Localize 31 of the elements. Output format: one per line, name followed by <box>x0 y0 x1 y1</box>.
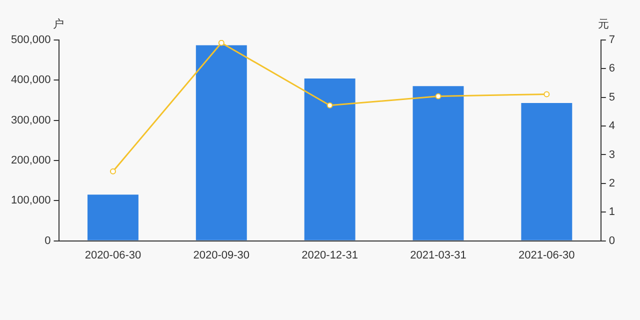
y2-tick-label: 1 <box>608 206 616 218</box>
y2-tick-label: 7 <box>608 34 616 46</box>
y2-tick-label: 0 <box>608 234 616 247</box>
y2-tick-label: 3 <box>608 148 616 161</box>
bar <box>521 103 572 240</box>
point <box>544 91 550 98</box>
y-tick-label: 200,000 <box>10 154 51 167</box>
y-tick-label: 0 <box>44 234 51 247</box>
bar <box>87 194 138 240</box>
point <box>326 102 333 108</box>
x-tick-label: 2021-03-31 <box>410 249 466 262</box>
y2-tick-label: 6 <box>608 62 616 75</box>
bar <box>304 78 356 240</box>
y-tick-label: 100,000 <box>10 194 51 207</box>
bar <box>196 45 247 240</box>
point <box>435 93 442 100</box>
y2-tick-label: 4 <box>608 120 616 132</box>
y-tick-label: 500,000 <box>10 34 51 46</box>
point <box>218 40 224 46</box>
y-axis-title: 户 <box>52 17 64 30</box>
y2-tick-label: 2 <box>608 177 616 190</box>
x-tick-label: 2021-06-30 <box>518 249 575 262</box>
x-tick-label: 2020-09-30 <box>193 249 250 262</box>
y2-tick-label: 5 <box>608 91 616 104</box>
x-tick-label: 2020-12-31 <box>302 249 358 262</box>
x-tick-label: 2020-06-30 <box>84 249 142 262</box>
y2-axis-title: 元 <box>598 17 609 30</box>
y-tick-label: 400,000 <box>10 74 51 86</box>
y-tick-label: 300,000 <box>10 114 51 126</box>
point <box>110 168 116 174</box>
bar <box>412 86 464 240</box>
